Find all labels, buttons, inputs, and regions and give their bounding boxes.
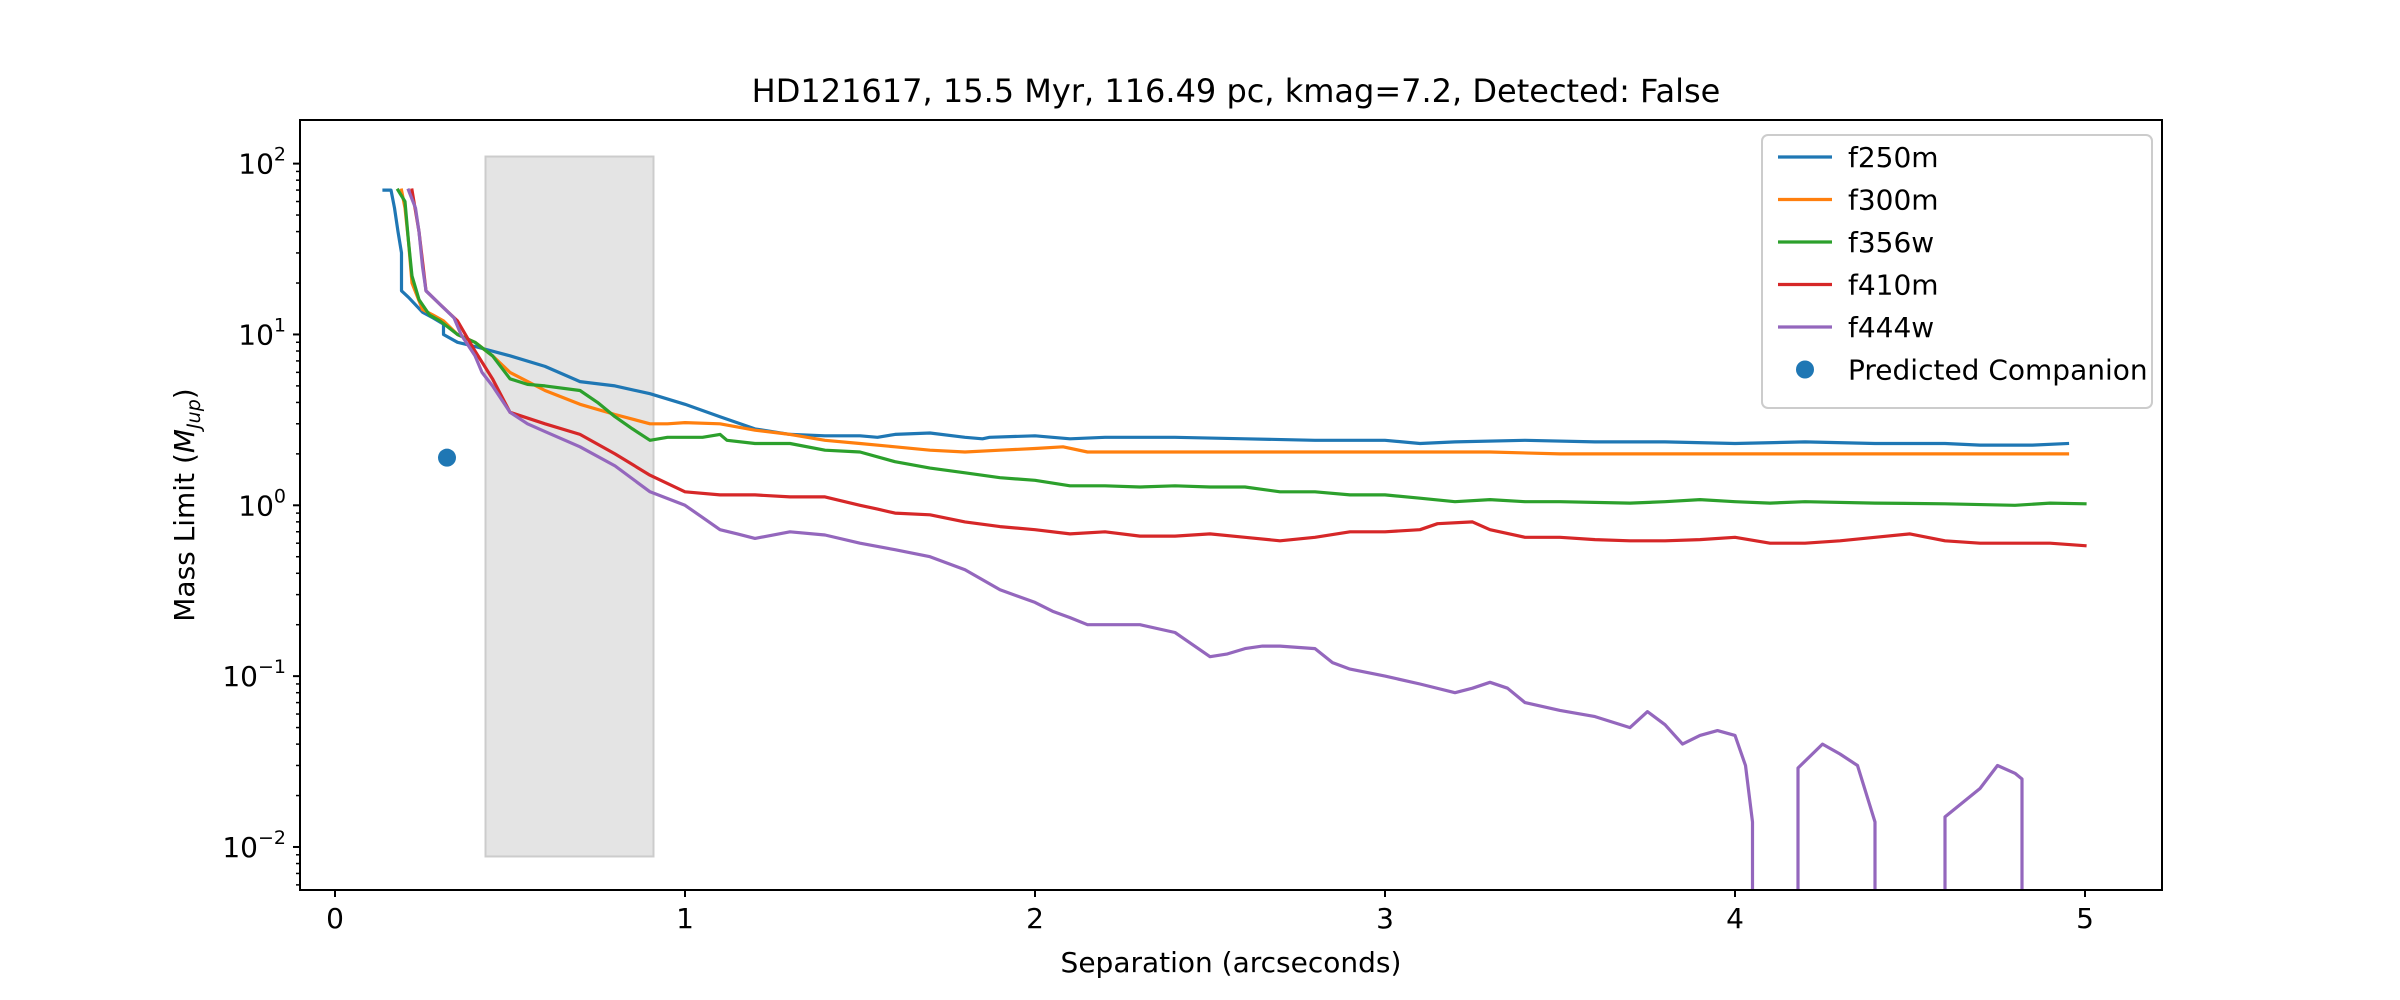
predicted-companion-point	[438, 448, 456, 467]
x-tick-label: 3	[1376, 902, 1394, 935]
legend-swatch-predicted-companion	[1796, 360, 1814, 379]
y-tick-label: 10−2	[222, 827, 286, 864]
legend-label-f444w: f444w	[1848, 311, 1934, 344]
series-line-f356w	[395, 187, 2087, 507]
legend-label-f410m: f410m	[1848, 269, 1939, 302]
series-line-f444w-seg1	[406, 188, 1755, 890]
y-axis-label-sub: Jup	[183, 399, 205, 433]
y-tick-label: 101	[238, 314, 286, 351]
x-tick-label: 0	[326, 902, 344, 935]
legend-label-predicted-companion: Predicted Companion	[1848, 354, 2148, 387]
y-tick-label: 10−1	[222, 656, 286, 693]
x-tick-label: 1	[676, 902, 694, 935]
y-tick-label: 100	[238, 485, 286, 522]
x-tick-label: 5	[2076, 902, 2094, 935]
x-tick-label: 4	[1726, 902, 1744, 935]
y-axis-label-text: Mass Limit (	[168, 453, 201, 622]
shaded-region	[484, 155, 655, 858]
y-axis-label-math: M	[168, 429, 201, 453]
legend: f250m f300m f356w f410m f444w Predicted Compa…	[1761, 134, 2153, 409]
chart-title: HD121617, 15.5 Myr, 116.49 pc, kmag=7.2,…	[752, 72, 1721, 110]
series-line-f444w-seg3	[1943, 763, 2024, 890]
series-line-f410m	[410, 188, 2087, 548]
y-axis-label: Mass Limit (MJup)	[168, 388, 205, 621]
legend-label-f250m: f250m	[1848, 141, 1939, 174]
legend-label-f300m: f300m	[1848, 184, 1939, 217]
y-axis-label-close: )	[168, 388, 201, 399]
legend-label-f356w: f356w	[1848, 226, 1934, 259]
x-axis-label: Separation (arcseconds)	[1061, 946, 1402, 979]
y-tick-label: 102	[238, 144, 286, 181]
series-line-f444w-seg2	[1796, 742, 1877, 890]
x-axis: 0 1 2 3 4 5	[326, 890, 2094, 935]
plot-area	[382, 155, 2087, 890]
x-tick-label: 2	[1026, 902, 1044, 935]
y-axis: 10−2 10−1 100 101 102	[222, 144, 300, 886]
legend-box	[1761, 134, 2153, 409]
